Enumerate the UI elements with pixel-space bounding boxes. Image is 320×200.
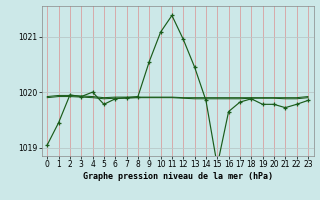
X-axis label: Graphe pression niveau de la mer (hPa): Graphe pression niveau de la mer (hPa) [83,172,273,181]
